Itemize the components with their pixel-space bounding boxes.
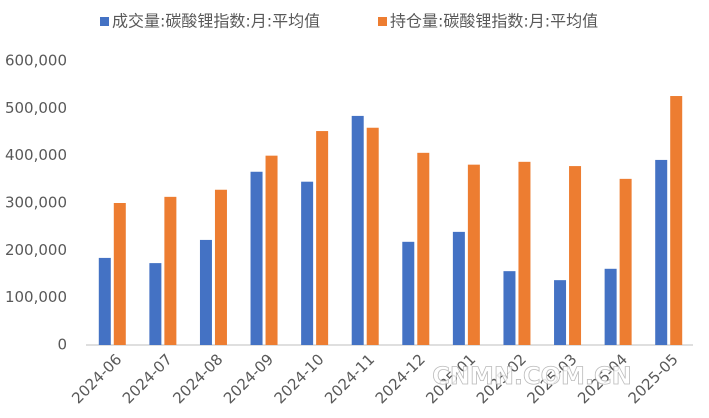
bar	[619, 178, 632, 345]
bar	[149, 263, 162, 345]
legend-label: 持仓量:碳酸锂指数:月:平均值	[390, 12, 598, 31]
x-tick-label: 2024-06	[68, 350, 125, 407]
bar	[655, 159, 668, 345]
x-tick-label: 2024-11	[321, 350, 378, 407]
bar	[518, 161, 531, 345]
bar	[452, 231, 465, 345]
y-tick-label: 600,000	[5, 52, 67, 70]
bar	[301, 181, 314, 345]
legend-swatch	[378, 17, 387, 26]
bar	[199, 239, 212, 345]
bar	[554, 280, 567, 345]
x-tick-label: 2024-07	[119, 350, 176, 407]
bar	[467, 164, 480, 345]
watermark: CNMN.COM.CN	[432, 362, 632, 390]
y-tick-label: 100,000	[5, 288, 67, 306]
x-tick-label: 2024-08	[169, 350, 226, 407]
bar	[164, 196, 177, 345]
bar	[113, 203, 126, 345]
bar	[316, 131, 329, 345]
bar	[604, 268, 617, 345]
bar	[503, 271, 516, 345]
bar	[366, 127, 379, 346]
bar	[417, 152, 430, 345]
bar	[250, 171, 263, 345]
y-tick-label: 300,000	[5, 194, 67, 212]
bar	[214, 189, 227, 345]
y-tick-label: 0	[57, 336, 67, 354]
x-tick-label: 2024-12	[372, 350, 429, 407]
bar	[98, 257, 111, 345]
bar	[265, 155, 278, 345]
legend-swatch	[100, 17, 109, 26]
x-tick-label: 2024-09	[220, 350, 277, 407]
y-tick-label: 200,000	[5, 241, 67, 259]
legend-label: 成交量:碳酸锂指数:月:平均值	[112, 12, 320, 31]
bar	[351, 115, 364, 345]
bar	[569, 166, 582, 345]
x-tick-label: 2024-10	[271, 350, 328, 407]
bar	[670, 96, 683, 345]
y-tick-label: 500,000	[5, 99, 67, 117]
bar	[402, 241, 415, 345]
y-tick-label: 400,000	[5, 146, 67, 164]
x-tick-label: 2025-05	[625, 350, 682, 407]
